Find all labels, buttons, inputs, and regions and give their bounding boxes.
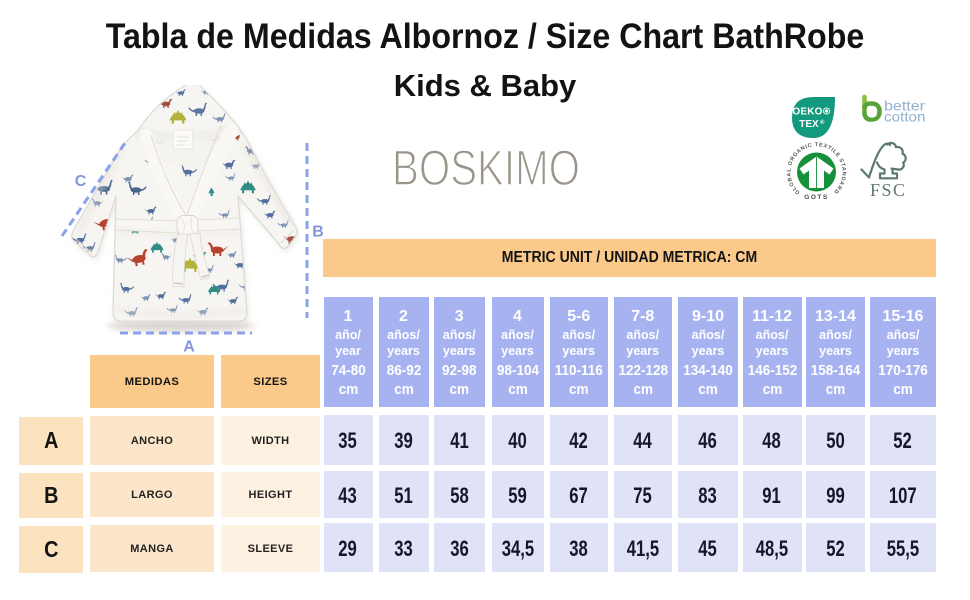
svg-text:B: B (312, 224, 324, 241)
svg-text:BOSKIMO: BOSKIMO (392, 140, 580, 190)
svg-text:FSC: FSC (870, 180, 907, 200)
svg-text:TEX: TEX (799, 119, 819, 130)
svg-text:A: A (183, 339, 195, 356)
svg-text:cotton: cotton (884, 109, 926, 125)
svg-text:better: better (884, 98, 925, 114)
svg-text:®: ® (820, 119, 825, 126)
svg-text:C: C (75, 173, 87, 190)
svg-text:OEKO: OEKO (792, 107, 822, 118)
svg-text:GOTS: GOTS (804, 194, 828, 201)
